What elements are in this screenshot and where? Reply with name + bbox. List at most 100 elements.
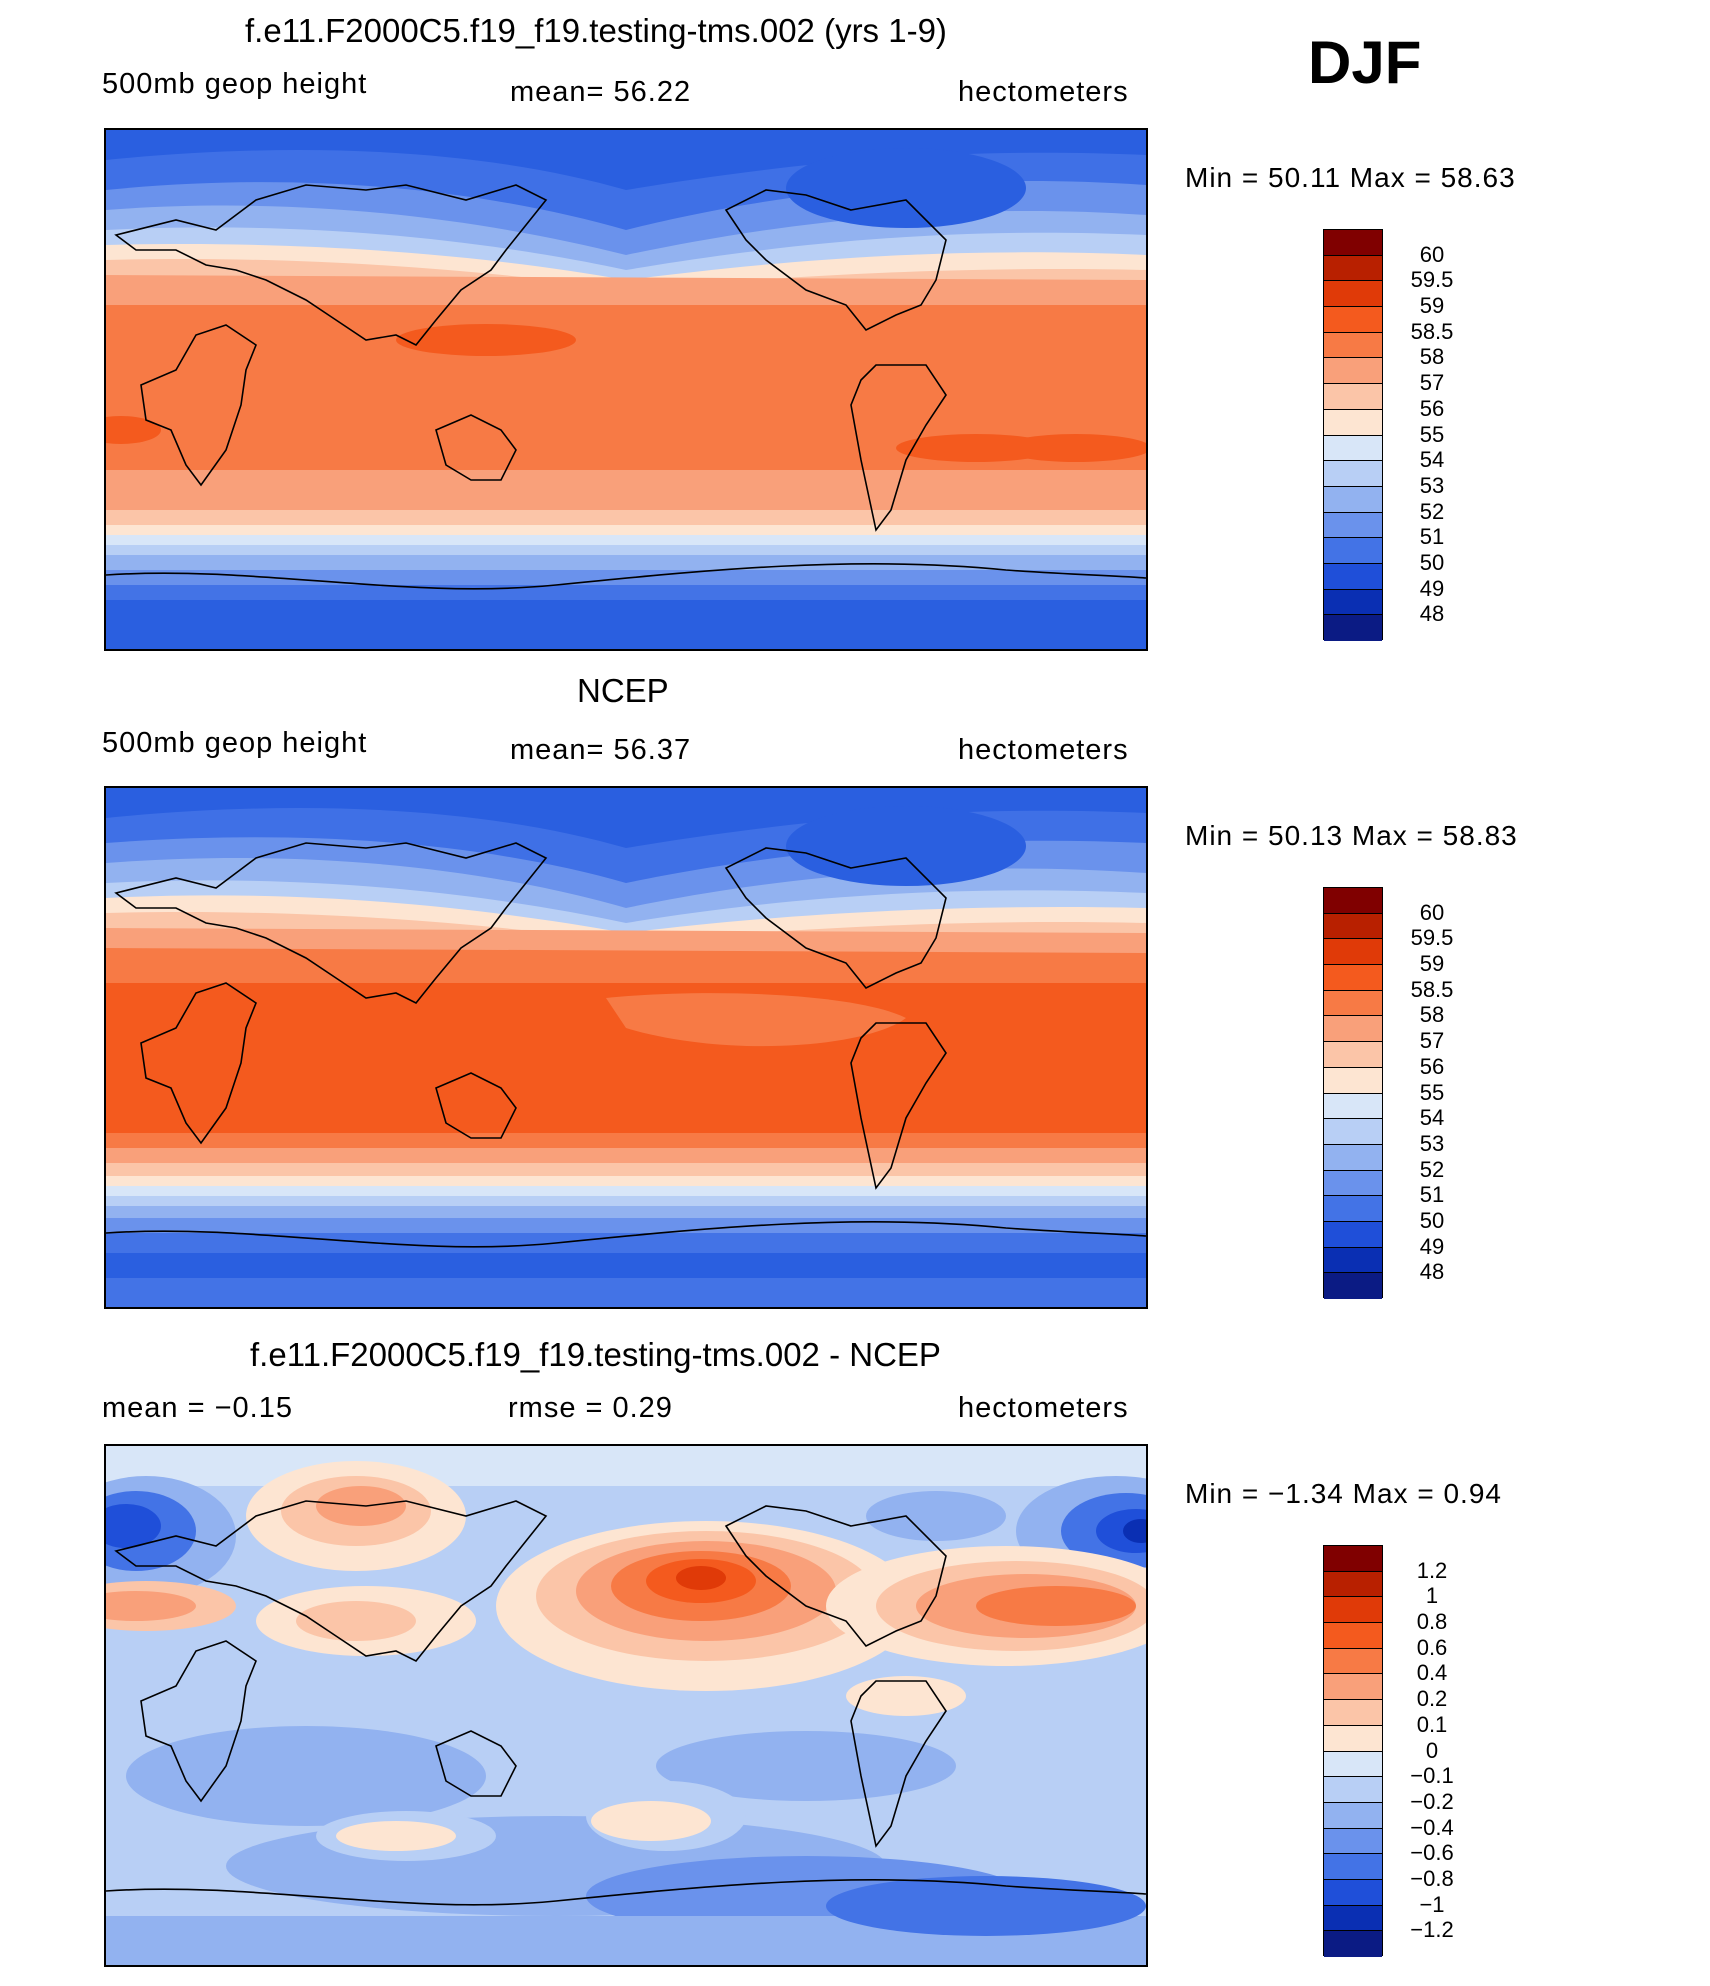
panel-1-minmax: Min = 50.11 Max = 58.63 bbox=[1185, 162, 1516, 193]
colorbar-tick-label: 52 bbox=[1419, 1156, 1445, 1182]
colorbar-box bbox=[1324, 888, 1382, 914]
colorbar-tick-label: 59.5 bbox=[1410, 925, 1454, 951]
colorbar-box bbox=[1324, 615, 1382, 641]
colorbar-tick-label: 57 bbox=[1419, 370, 1445, 396]
panel-2-minmax: Min = 50.13 Max = 58.83 bbox=[1185, 820, 1518, 851]
panel-1-coastlines bbox=[106, 184, 1146, 590]
colorbar-box bbox=[1324, 589, 1382, 616]
colorbar-box bbox=[1324, 1700, 1382, 1726]
panel-3-rmse-label: rmse = 0.29 bbox=[508, 1392, 673, 1424]
colorbar-box bbox=[1324, 1828, 1382, 1855]
colorbar-tick-label: −1.2 bbox=[1410, 1917, 1454, 1943]
colorbar-box bbox=[1324, 1016, 1382, 1043]
panel-3-map bbox=[104, 1444, 1148, 1967]
panel-1-contour-field bbox=[106, 130, 1146, 649]
colorbar-tick-label: −0.1 bbox=[1410, 1763, 1454, 1789]
colorbar-tick-label: 55 bbox=[1419, 1079, 1445, 1105]
colorbar-box bbox=[1324, 1247, 1382, 1274]
colorbar-box bbox=[1324, 255, 1382, 282]
colorbar-tick-label: 60 bbox=[1419, 899, 1445, 925]
panel-1-variable-label: 500mb geop height bbox=[102, 68, 368, 100]
colorbar-box bbox=[1324, 1905, 1382, 1932]
panel-2-variable-label: 500mb geop height bbox=[102, 727, 368, 759]
colorbar-tick-label: 50 bbox=[1419, 549, 1445, 575]
colorbar-box bbox=[1324, 1725, 1382, 1752]
colorbar-tick-label: 51 bbox=[1419, 1182, 1445, 1208]
panel-3-minmax: Min = −1.34 Max = 0.94 bbox=[1185, 1478, 1502, 1509]
colorbar-box bbox=[1324, 1093, 1382, 1120]
colorbar-box bbox=[1324, 1042, 1382, 1068]
colorbar-tick-label: 50 bbox=[1419, 1207, 1445, 1233]
colorbar-box bbox=[1324, 358, 1382, 385]
panel-3-colorbar bbox=[1323, 1545, 1383, 1957]
colorbar-tick-label: −0.2 bbox=[1410, 1788, 1454, 1814]
colorbar-box bbox=[1324, 1931, 1382, 1957]
panel-3-contour-field bbox=[106, 1446, 1146, 1965]
colorbar-tick-label: 54 bbox=[1419, 447, 1445, 473]
colorbar-box bbox=[1324, 939, 1382, 966]
colorbar-box bbox=[1324, 281, 1382, 308]
colorbar-tick-label: 55 bbox=[1419, 421, 1445, 447]
colorbar-tick-label: 0 bbox=[1425, 1737, 1439, 1763]
colorbar-tick-label: 59 bbox=[1419, 951, 1445, 977]
colorbar-tick-label: 0.6 bbox=[1416, 1634, 1448, 1660]
panel-1-colorbar bbox=[1323, 229, 1383, 641]
colorbar-tick-label: −0.8 bbox=[1410, 1865, 1454, 1891]
colorbar-tick-label: 54 bbox=[1419, 1105, 1445, 1131]
colorbar-box bbox=[1324, 1196, 1382, 1222]
colorbar-box bbox=[1324, 1648, 1382, 1675]
colorbar-box bbox=[1324, 1674, 1382, 1701]
colorbar-box bbox=[1324, 1571, 1382, 1598]
colorbar-box bbox=[1324, 1751, 1382, 1778]
colorbar-box bbox=[1324, 486, 1382, 513]
colorbar-box bbox=[1324, 1777, 1382, 1803]
colorbar-tick-label: −0.4 bbox=[1410, 1814, 1454, 1840]
colorbar-box bbox=[1324, 307, 1382, 333]
colorbar-tick-label: 58 bbox=[1419, 1002, 1445, 1028]
colorbar-tick-label: 48 bbox=[1419, 601, 1445, 627]
panel-2-colorbar bbox=[1323, 887, 1383, 1299]
panel-3-title: f.e11.F2000C5.f19_f19.testing-tms.002 - … bbox=[250, 1336, 941, 1373]
colorbar-tick-label: 49 bbox=[1419, 575, 1445, 601]
colorbar-tick-label: 59 bbox=[1419, 293, 1445, 319]
colorbar-tick-label: 58.5 bbox=[1410, 318, 1454, 344]
panel-1-units-label: hectometers bbox=[958, 76, 1129, 108]
colorbar-box bbox=[1324, 1144, 1382, 1171]
panel-2-title: NCEP bbox=[577, 672, 669, 709]
panel-2-units-label: hectometers bbox=[958, 734, 1129, 766]
colorbar-box bbox=[1324, 538, 1382, 564]
panel-3-coastlines bbox=[106, 1500, 1146, 1906]
colorbar-tick-label: 0.1 bbox=[1416, 1711, 1448, 1737]
colorbar-box bbox=[1324, 965, 1382, 991]
colorbar-box bbox=[1324, 461, 1382, 487]
colorbar-tick-label: 53 bbox=[1419, 472, 1445, 498]
colorbar-box bbox=[1324, 230, 1382, 256]
colorbar-tick-label: 48 bbox=[1419, 1259, 1445, 1285]
panel-1-title: f.e11.F2000C5.f19_f19.testing-tms.002 (y… bbox=[245, 12, 947, 49]
colorbar-box bbox=[1324, 512, 1382, 539]
colorbar-tick-label: −1 bbox=[1419, 1891, 1445, 1917]
panel-1-map bbox=[104, 128, 1148, 651]
colorbar-tick-label: 60 bbox=[1419, 241, 1445, 267]
panel-2-contour-field bbox=[106, 788, 1146, 1307]
panel-3-mean-label: mean = −0.15 bbox=[102, 1392, 293, 1424]
season-label: DJF bbox=[1308, 29, 1422, 96]
colorbar-box bbox=[1324, 1546, 1382, 1572]
colorbar-box bbox=[1324, 1879, 1382, 1906]
colorbar-tick-label: 53 bbox=[1419, 1130, 1445, 1156]
panel-2-coastlines bbox=[106, 842, 1146, 1248]
colorbar-box bbox=[1324, 1802, 1382, 1829]
panel-1-mean-label: mean= 56.22 bbox=[510, 76, 692, 108]
colorbar-box bbox=[1324, 1221, 1382, 1248]
colorbar-tick-label: 0.2 bbox=[1416, 1686, 1448, 1712]
colorbar-tick-label: 0.4 bbox=[1416, 1660, 1448, 1686]
colorbar-box bbox=[1324, 1119, 1382, 1145]
colorbar-box bbox=[1324, 435, 1382, 462]
colorbar-tick-label: 1 bbox=[1425, 1583, 1439, 1609]
colorbar-tick-label: 1.2 bbox=[1416, 1557, 1448, 1583]
colorbar-tick-label: 58.5 bbox=[1410, 976, 1454, 1002]
colorbar-box bbox=[1324, 1170, 1382, 1197]
colorbar-box bbox=[1324, 1854, 1382, 1880]
colorbar-box bbox=[1324, 913, 1382, 940]
colorbar-tick-label: 59.5 bbox=[1410, 267, 1454, 293]
